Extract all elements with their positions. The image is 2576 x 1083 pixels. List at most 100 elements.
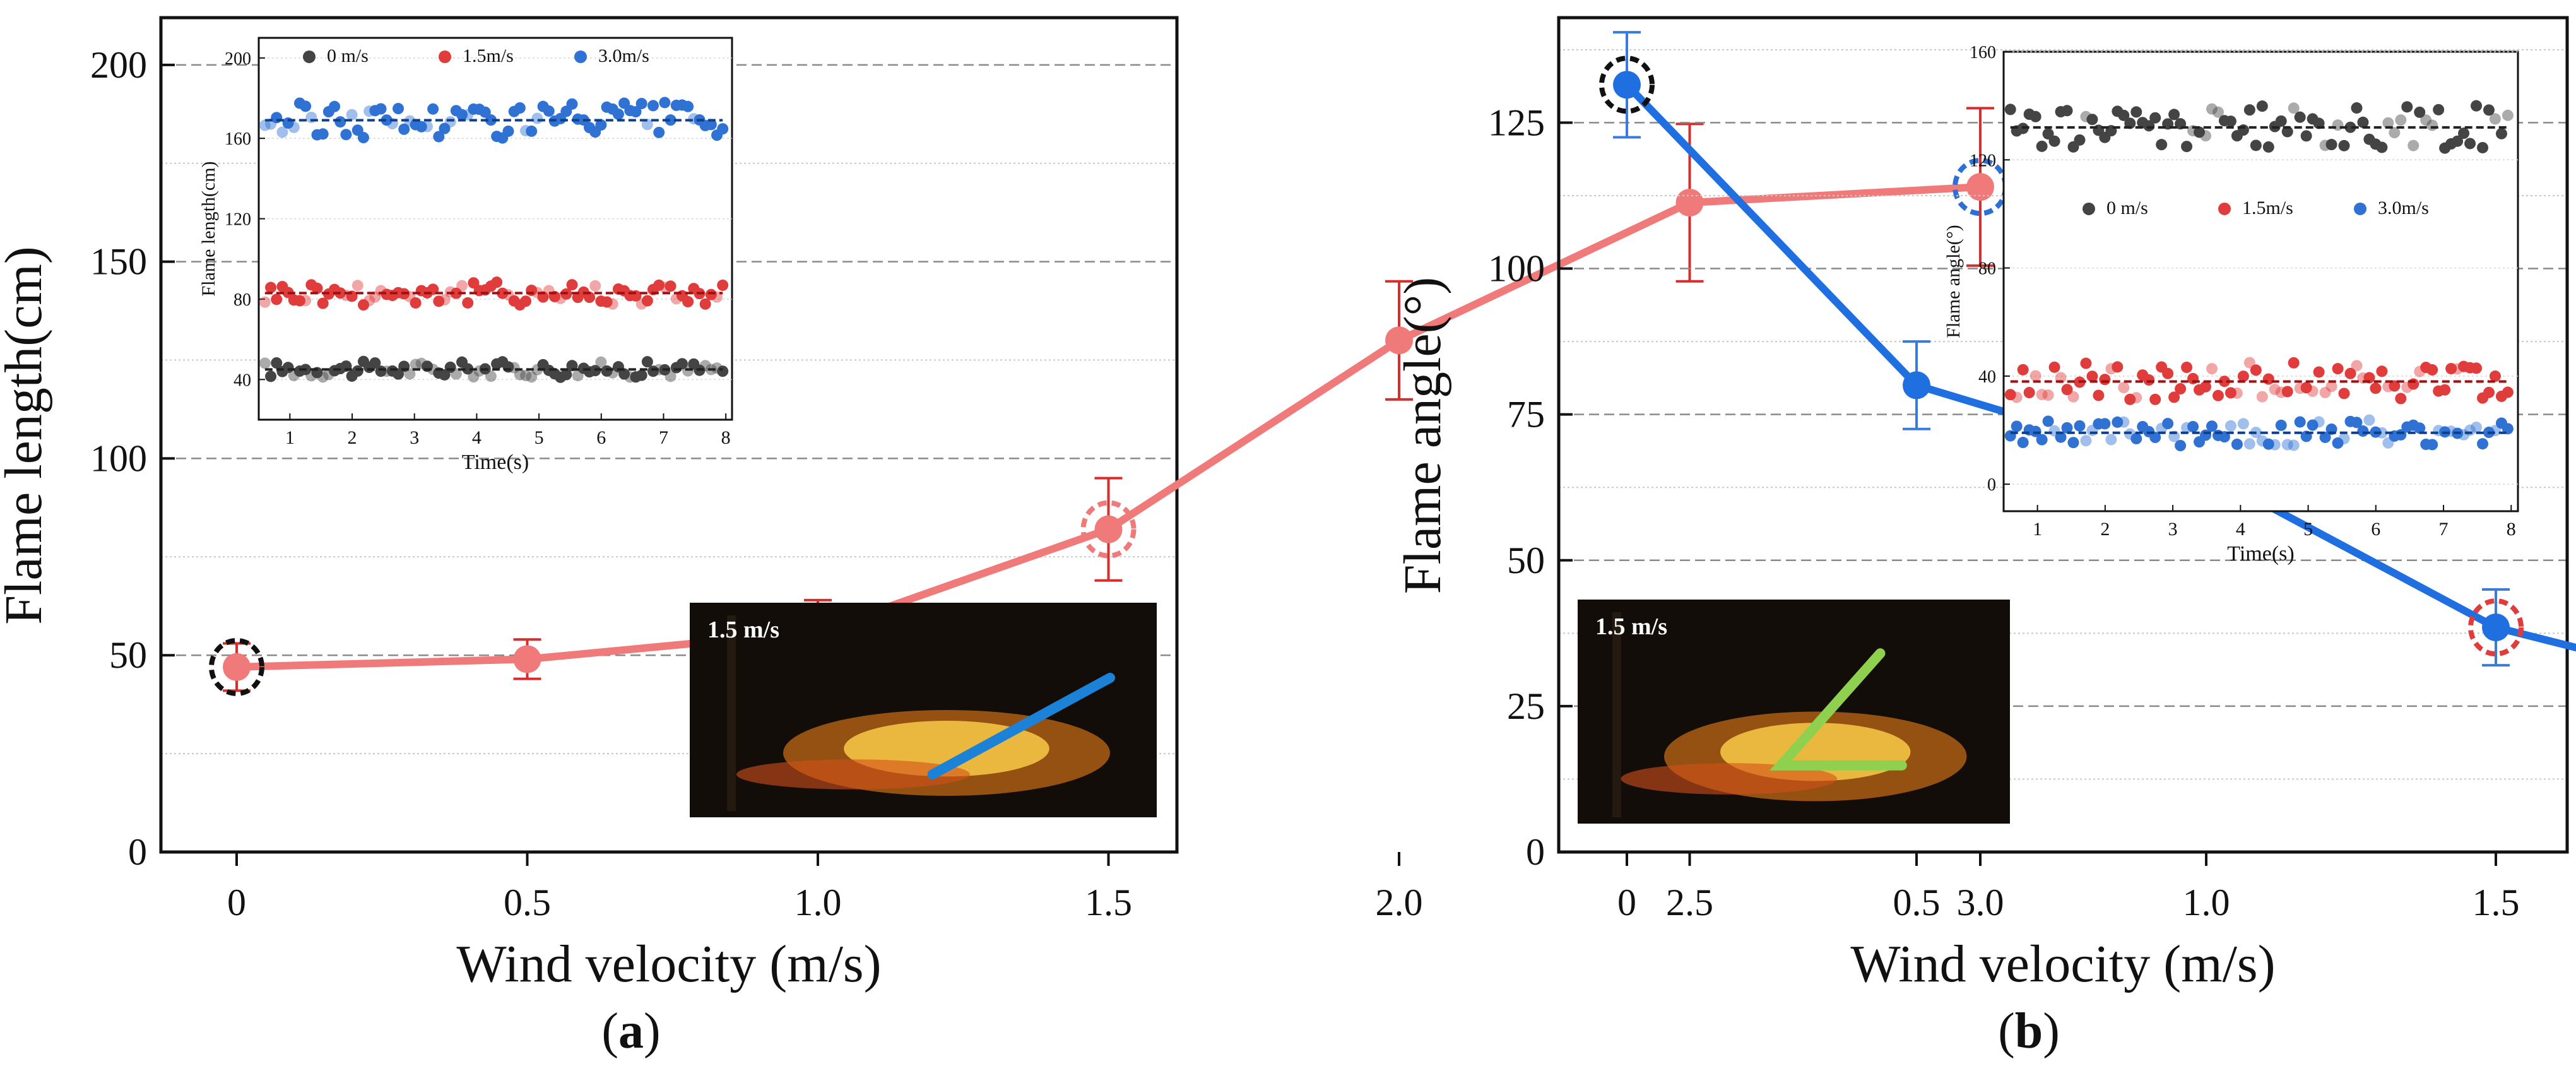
data-point[interactable] bbox=[1613, 71, 1641, 99]
data-point[interactable] bbox=[1385, 326, 1413, 355]
inset-point bbox=[2061, 384, 2073, 396]
inset-point bbox=[393, 103, 405, 115]
inset-point bbox=[2332, 437, 2344, 449]
inset-y-tick-label: 120 bbox=[1970, 151, 1996, 170]
panel-label-letter: a bbox=[618, 1003, 644, 1059]
inset-point bbox=[2420, 114, 2432, 126]
plot-frame bbox=[159, 16, 1179, 854]
data-point[interactable] bbox=[1966, 173, 1994, 201]
data-point[interactable] bbox=[1903, 371, 1930, 399]
inset-point bbox=[2262, 438, 2274, 450]
inset-point bbox=[2344, 367, 2356, 379]
y-tick-label: 200 bbox=[90, 44, 147, 86]
photo-label: 1.5 m/s bbox=[707, 617, 779, 643]
inset-point bbox=[2187, 420, 2199, 432]
inset-point bbox=[2224, 420, 2236, 432]
inset-point bbox=[2313, 366, 2325, 378]
inset-y-tick-label: 160 bbox=[225, 129, 251, 149]
x-tick-label: 3.0 bbox=[1957, 882, 2004, 923]
inset-point bbox=[2269, 384, 2281, 396]
inset-point bbox=[271, 293, 283, 305]
inset-point bbox=[271, 357, 283, 369]
inset-point bbox=[450, 368, 462, 380]
inset-point bbox=[2231, 387, 2243, 399]
inset-point bbox=[404, 368, 416, 380]
inset-point bbox=[2389, 127, 2401, 139]
inset-point bbox=[2243, 438, 2255, 450]
inset-point bbox=[456, 280, 468, 292]
data-point[interactable] bbox=[1675, 189, 1704, 217]
inset-point bbox=[2376, 141, 2388, 153]
inset-point bbox=[2382, 117, 2394, 129]
inset-point bbox=[2269, 439, 2281, 451]
inset-point bbox=[357, 132, 369, 144]
inset-point bbox=[2181, 141, 2193, 153]
inset-point bbox=[479, 106, 491, 118]
inset-point bbox=[2471, 362, 2483, 374]
data-point[interactable] bbox=[2482, 613, 2510, 642]
y-tick-label: 125 bbox=[1488, 102, 1545, 143]
inset-point bbox=[526, 371, 538, 383]
inset-point bbox=[2489, 370, 2501, 382]
x-tick-label: 1.5 bbox=[2473, 882, 2520, 923]
inset-point bbox=[630, 106, 642, 118]
inset-x-tick-label: 6 bbox=[2371, 519, 2380, 540]
inset-point bbox=[2351, 102, 2363, 114]
inset-point bbox=[2250, 364, 2262, 376]
inset-legend-marker bbox=[439, 50, 451, 63]
inset-point bbox=[2483, 104, 2495, 116]
inset-point bbox=[2338, 388, 2350, 399]
inset-point bbox=[2194, 126, 2206, 138]
inset-point bbox=[2099, 374, 2111, 386]
data-point[interactable] bbox=[513, 645, 541, 673]
inset-point bbox=[2408, 139, 2419, 151]
flame-base bbox=[736, 759, 970, 790]
inset-point bbox=[2338, 432, 2350, 444]
inset-point bbox=[2099, 418, 2111, 430]
inset-point bbox=[2237, 370, 2249, 382]
inset-point bbox=[2313, 416, 2325, 428]
inset-point bbox=[2414, 106, 2426, 118]
inset-point bbox=[259, 119, 271, 131]
inset-point bbox=[2344, 121, 2356, 133]
inset-point bbox=[514, 102, 526, 114]
inset-point bbox=[2294, 111, 2306, 123]
inset-x-tick-label: 4 bbox=[2236, 519, 2245, 540]
inset-point bbox=[589, 280, 601, 292]
inset-point bbox=[271, 112, 283, 124]
inset-point bbox=[2483, 386, 2495, 398]
inset-point bbox=[276, 126, 288, 138]
inset-point bbox=[2168, 391, 2180, 403]
inset-point bbox=[334, 116, 346, 128]
highlight-circle bbox=[209, 637, 264, 696]
highlight-circle bbox=[2468, 598, 2524, 657]
inset-point bbox=[288, 121, 300, 133]
data-point[interactable] bbox=[223, 653, 251, 681]
inset-point bbox=[2149, 393, 2161, 405]
inset-point bbox=[2300, 130, 2312, 142]
inset-point bbox=[2376, 365, 2388, 377]
highlight-circle bbox=[1599, 56, 1655, 114]
inset-point bbox=[2237, 124, 2249, 136]
inset-legend-marker bbox=[574, 50, 587, 63]
data-point[interactable] bbox=[1094, 515, 1123, 543]
inset-point bbox=[2093, 389, 2105, 401]
inset-point bbox=[2357, 116, 2369, 128]
inset-point bbox=[2181, 362, 2193, 374]
inset-y-tick-label: 0 bbox=[1987, 475, 1996, 495]
inset-y-tick-label: 40 bbox=[233, 370, 251, 390]
inset-point bbox=[2351, 417, 2363, 429]
inset-point bbox=[2401, 101, 2413, 113]
y-tick-label: 75 bbox=[1507, 394, 1545, 435]
inset-point bbox=[2376, 427, 2388, 439]
inset-point bbox=[491, 276, 503, 288]
inset-x-tick-label: 8 bbox=[721, 427, 731, 448]
inset-y-tick-label: 80 bbox=[233, 290, 251, 310]
inset-point bbox=[381, 114, 393, 126]
inset-x-tick-label: 3 bbox=[410, 427, 419, 448]
inset-y-tick-label: 120 bbox=[225, 210, 251, 230]
x-axis-label: Wind velocity (m/s) bbox=[1850, 935, 2275, 993]
inset-point bbox=[595, 356, 607, 368]
inset-point bbox=[398, 123, 410, 135]
inset-point bbox=[514, 369, 526, 381]
